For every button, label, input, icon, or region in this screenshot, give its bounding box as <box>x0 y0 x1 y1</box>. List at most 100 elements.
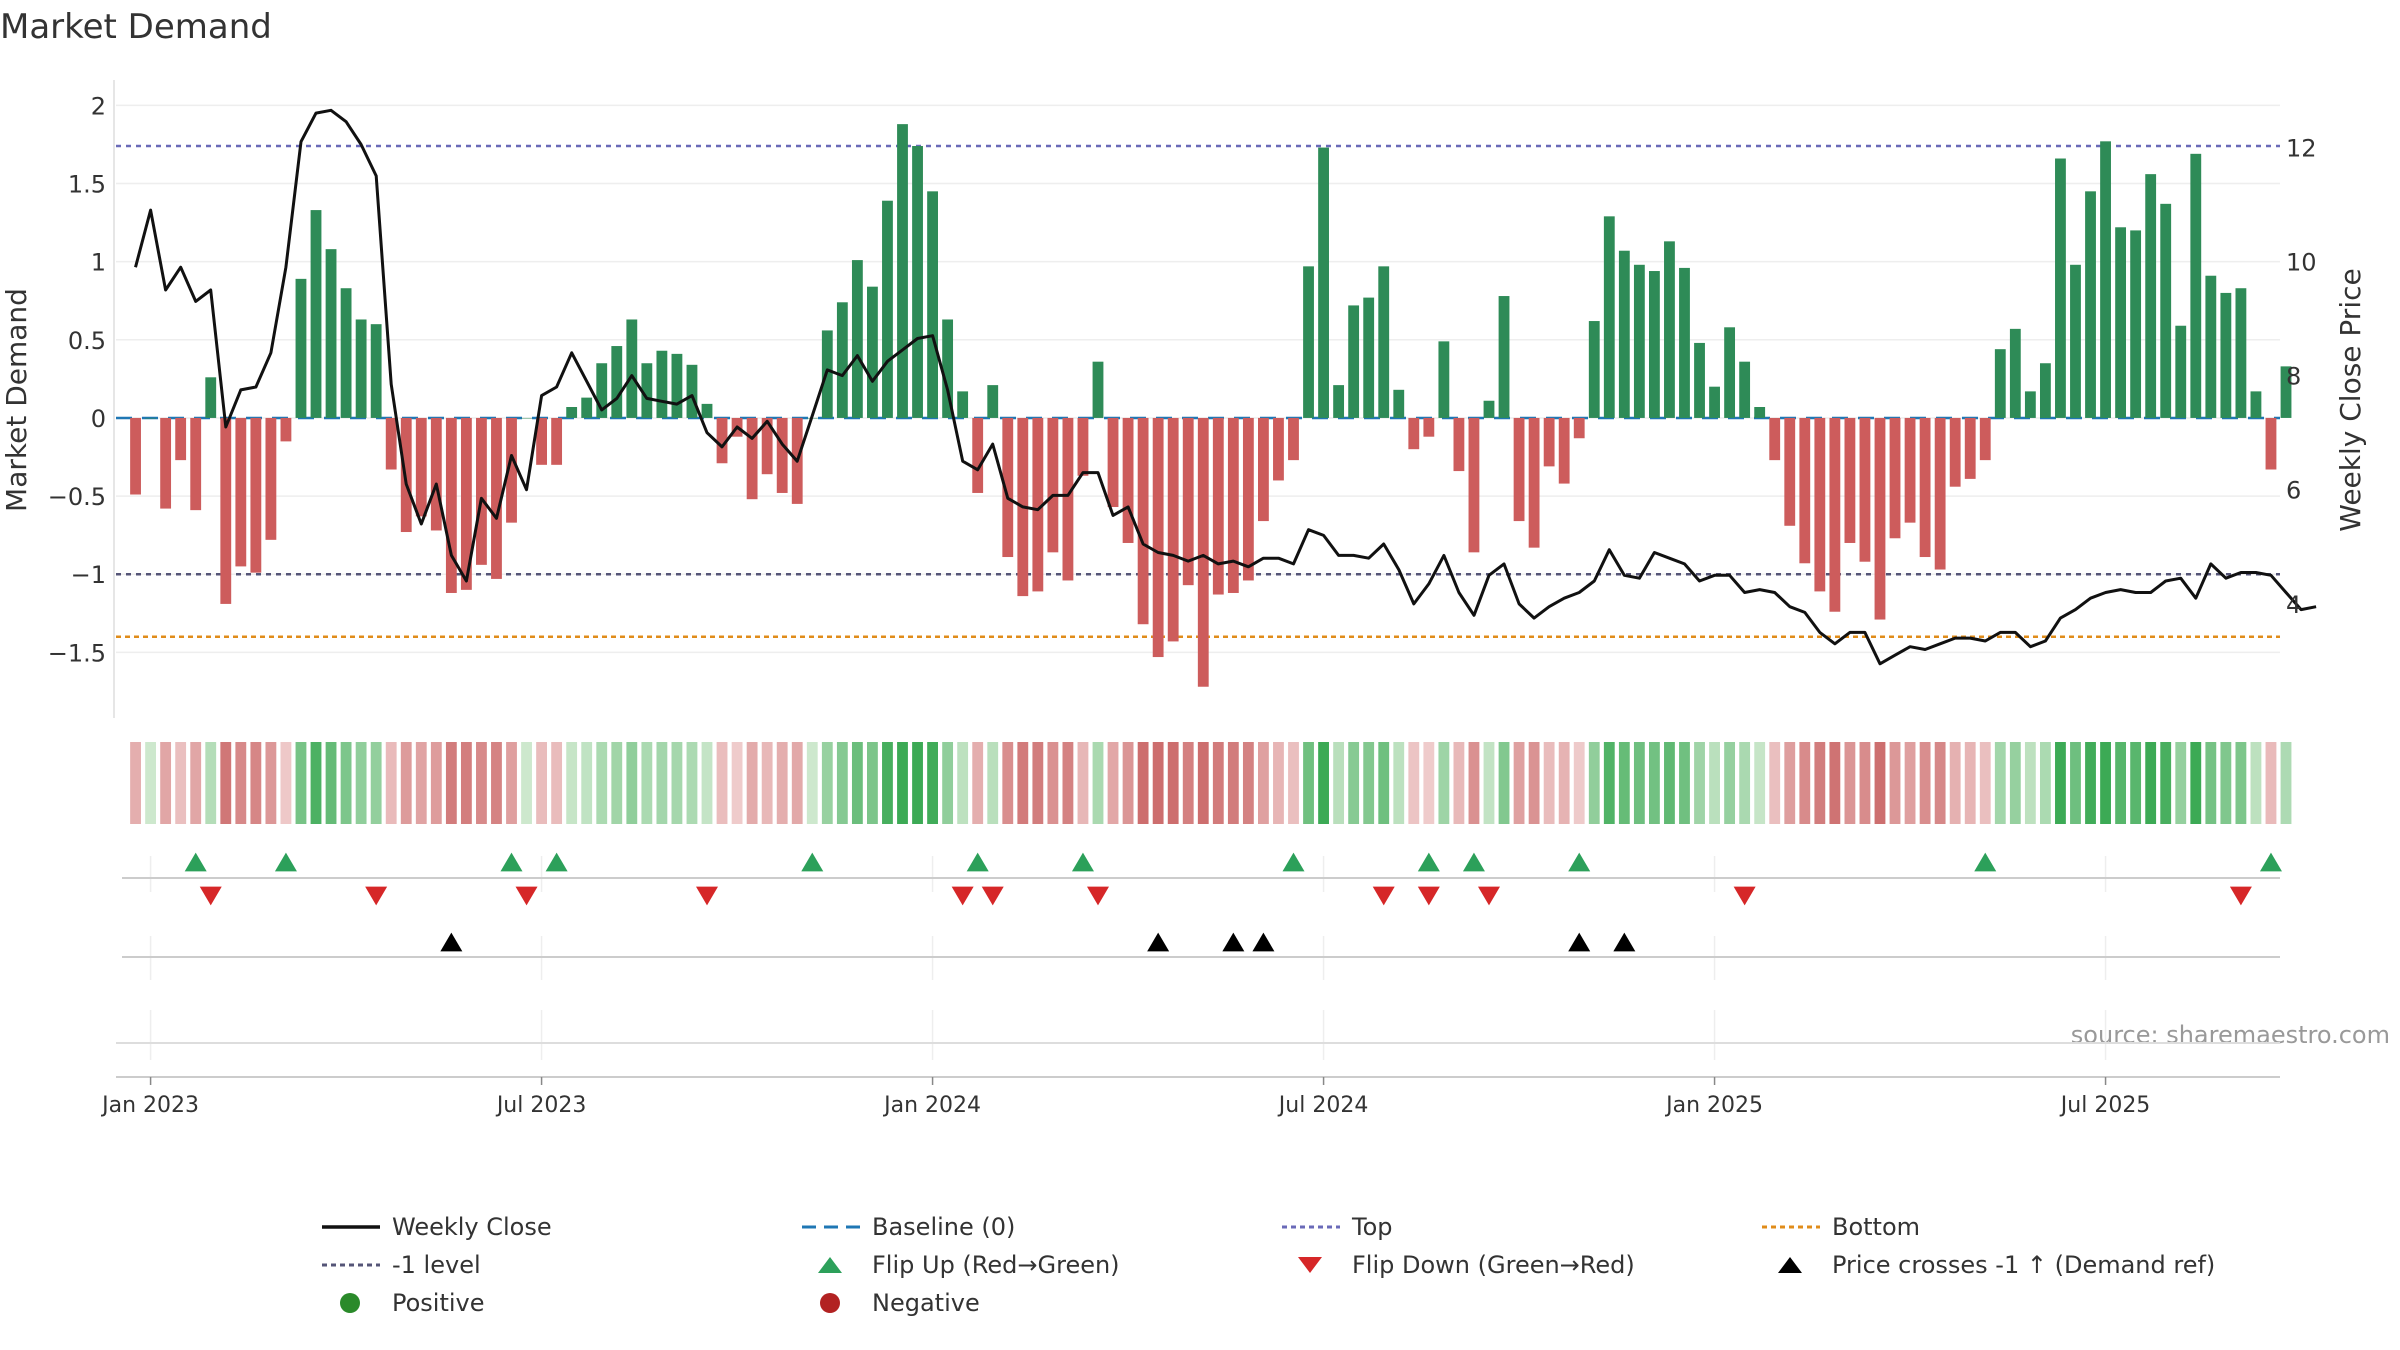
legend-swatch <box>322 1263 380 1267</box>
heat-cell <box>806 742 818 824</box>
demand-bars <box>130 124 2292 687</box>
right-axis-label: Weekly Close Price <box>2334 268 2367 531</box>
demand-bar <box>445 417 457 593</box>
demand-bar <box>521 417 532 419</box>
heat-cell <box>1212 742 1224 824</box>
legend-label: Positive <box>392 1289 485 1317</box>
demand-bar <box>1889 417 1901 539</box>
heat-cell <box>1047 742 1059 824</box>
left-tick-label: −1.5 <box>48 639 106 667</box>
heat-cell <box>1739 742 1751 824</box>
x-tick-label: Jan 2023 <box>100 1093 199 1118</box>
heat-cell <box>1468 742 1480 824</box>
heat-cell <box>2280 742 2292 824</box>
heat-cell <box>927 742 938 824</box>
heat-cell <box>1288 742 1299 824</box>
demand-bar <box>2235 288 2247 418</box>
heat-cell <box>1348 742 1360 824</box>
demand-bar <box>145 417 157 419</box>
heat-cell <box>310 742 322 824</box>
flip-down-marker <box>981 886 1004 906</box>
heat-cell <box>1483 742 1495 824</box>
demand-bar <box>1799 417 1811 564</box>
heat-cell <box>701 742 713 824</box>
demand-bar <box>1077 417 1089 476</box>
demand-bar <box>205 377 217 418</box>
heat-cell <box>265 742 277 824</box>
legend-swatch <box>340 1293 360 1313</box>
heat-cell <box>205 742 217 824</box>
demand-bar <box>1964 417 1976 479</box>
heat-cell <box>1679 742 1690 824</box>
heat-cell <box>2024 742 2036 824</box>
heat-cell <box>2250 742 2262 824</box>
heat-cell <box>400 742 412 824</box>
heat-cell <box>1453 742 1465 824</box>
heat-cell <box>536 742 547 824</box>
demand-bar <box>671 353 683 418</box>
heat-cell <box>1648 742 1660 824</box>
demand-bar <box>1408 417 1420 450</box>
demand-bar <box>2100 141 2111 418</box>
flip-down-marker <box>2229 886 2252 906</box>
heat-cell <box>385 742 397 824</box>
right-tick-label: 6 <box>2286 477 2301 505</box>
demand-bar <box>1423 417 1435 437</box>
demand-bar <box>867 286 878 418</box>
flip-down-marker <box>951 886 974 906</box>
demand-bar <box>1949 417 1961 487</box>
demand-bar <box>1137 417 1149 625</box>
demand-bar <box>280 417 292 442</box>
demand-bar <box>340 288 352 418</box>
demand-bar <box>1994 349 2006 418</box>
demand-bar <box>957 391 969 418</box>
demand-bar <box>1273 417 1284 481</box>
heat-cell <box>160 742 172 824</box>
demand-bar <box>551 417 563 465</box>
demand-bar <box>506 417 517 523</box>
demand-bar <box>1062 417 1074 581</box>
heat-cell <box>220 742 232 824</box>
demand-bar <box>295 278 307 418</box>
demand-bar <box>2190 153 2202 418</box>
heat-cell <box>1769 742 1781 824</box>
demand-bar <box>1664 241 1675 418</box>
heat-cell <box>2160 742 2172 824</box>
heat-cell <box>1664 742 1675 824</box>
heat-cell <box>1333 742 1345 824</box>
heat-cell <box>836 742 848 824</box>
demand-bar <box>476 417 487 565</box>
legend-item: Negative <box>800 1284 980 1322</box>
heat-cell <box>566 742 578 824</box>
heat-cell <box>130 742 141 824</box>
heat-cell <box>851 742 863 824</box>
demand-bar <box>1242 417 1254 581</box>
demand-bar <box>1679 267 1690 418</box>
demand-bar <box>1318 147 1329 418</box>
demand-bar <box>325 249 337 418</box>
demand-bar <box>2145 174 2157 418</box>
heat-cell <box>1709 742 1720 824</box>
heat-cell <box>1588 742 1600 824</box>
heat-cell <box>476 742 487 824</box>
chart-title: Market Demand <box>0 7 272 47</box>
heat-cell <box>430 742 442 824</box>
demand-bar <box>2280 366 2292 418</box>
demand-bar <box>972 417 984 493</box>
heat-cell <box>1107 742 1119 824</box>
heat-cell <box>2235 742 2247 824</box>
heat-cell <box>1423 742 1435 824</box>
heat-cell <box>1363 742 1375 824</box>
heat-cell <box>1754 742 1766 824</box>
heat-cell <box>1979 742 1991 824</box>
heat-cell <box>791 742 803 824</box>
legend: Weekly Close Baseline (0) Top Bottom -1 leve… <box>320 1208 2220 1338</box>
legend-label: Flip Up (Red→Green) <box>872 1251 1120 1279</box>
heat-cell <box>1258 742 1269 824</box>
weekly-close-series <box>134 108 2317 666</box>
heat-cell <box>2265 742 2277 824</box>
right-tick-label: 4 <box>2286 591 2301 619</box>
demand-bar <box>385 417 397 470</box>
demand-bar <box>761 417 773 475</box>
demand-bar <box>430 417 442 531</box>
